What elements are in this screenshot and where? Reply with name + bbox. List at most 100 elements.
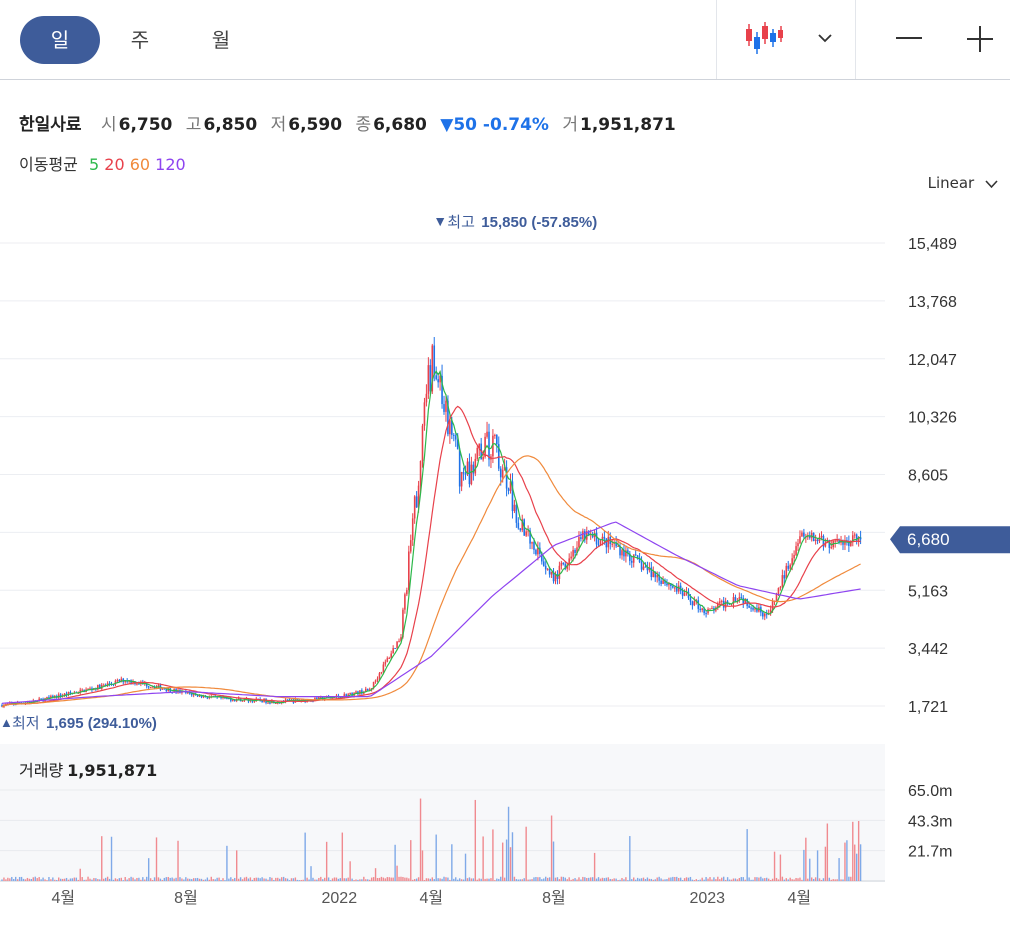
candle-body bbox=[580, 537, 582, 539]
volume-bar bbox=[644, 879, 647, 881]
candle-body bbox=[646, 567, 649, 571]
volume-bar bbox=[807, 878, 809, 881]
candle-body bbox=[650, 567, 653, 578]
volume-bar bbox=[235, 850, 238, 881]
volume-bar bbox=[578, 877, 580, 881]
ma120-label[interactable]: 120 bbox=[155, 155, 186, 174]
volume-bar bbox=[797, 878, 799, 881]
volume-bar bbox=[48, 877, 50, 881]
candle-body bbox=[703, 608, 705, 614]
candle-body bbox=[460, 472, 463, 487]
ma20-label[interactable]: 20 bbox=[104, 155, 125, 174]
candle-body bbox=[462, 472, 465, 474]
volume-bar bbox=[801, 879, 803, 881]
volume-bar bbox=[548, 877, 551, 881]
volume-bar bbox=[402, 876, 404, 881]
chevron-down-icon[interactable] bbox=[817, 29, 833, 43]
volume-bar bbox=[282, 876, 285, 881]
period-month-button[interactable]: 월 bbox=[211, 28, 231, 52]
volume-bar bbox=[591, 877, 594, 881]
volume-bar bbox=[464, 853, 467, 881]
volume-bar bbox=[50, 879, 52, 881]
y-tick-label: 10,326 bbox=[908, 410, 957, 427]
volume-bar bbox=[239, 877, 242, 881]
period-day-button[interactable]: 일 bbox=[20, 16, 100, 64]
volume-bar bbox=[13, 878, 15, 881]
candle-body bbox=[791, 558, 793, 565]
candle-body bbox=[593, 532, 596, 538]
volume-bar bbox=[224, 880, 226, 881]
candle-body bbox=[850, 540, 852, 546]
volume-bar bbox=[580, 879, 582, 881]
volume-bar bbox=[22, 878, 25, 881]
volume-bar bbox=[343, 878, 345, 881]
candle-body bbox=[762, 612, 764, 617]
volume-bar bbox=[169, 877, 171, 881]
chart-toolbar: 일 주 월 bbox=[0, 0, 1010, 80]
candle-body bbox=[709, 608, 711, 610]
zoom-out-icon[interactable] bbox=[893, 28, 925, 48]
volume-bar bbox=[269, 877, 271, 881]
candle-body bbox=[421, 425, 424, 462]
volume-bar bbox=[138, 877, 140, 881]
scale-select[interactable]: Linear bbox=[928, 174, 998, 193]
volume-bar bbox=[325, 841, 328, 881]
candlestick-type-icon[interactable] bbox=[744, 20, 784, 56]
volume-bar bbox=[308, 879, 310, 881]
candle-body bbox=[683, 593, 686, 596]
candle-body bbox=[554, 574, 557, 582]
candle-body bbox=[423, 402, 426, 426]
candle-body bbox=[681, 590, 684, 596]
candle-body bbox=[241, 700, 244, 702]
volume-bar bbox=[65, 877, 68, 881]
volume-bar bbox=[337, 878, 340, 881]
candle-body bbox=[652, 571, 655, 578]
volume-bar bbox=[531, 879, 533, 881]
candle-body bbox=[413, 496, 416, 519]
volume-bar bbox=[277, 877, 279, 881]
volume-bar bbox=[390, 877, 392, 881]
volume-bar bbox=[785, 878, 787, 881]
volume-bar bbox=[613, 878, 615, 881]
volume-bar bbox=[771, 878, 774, 881]
y-tick-label: 13,768 bbox=[908, 294, 957, 311]
volume-bar bbox=[372, 877, 375, 881]
volume-bar bbox=[419, 798, 422, 881]
volume-bar bbox=[245, 876, 248, 881]
volume-bar bbox=[257, 877, 259, 881]
open-label: 시 bbox=[100, 115, 117, 135]
x-tick-label: 4월 bbox=[419, 889, 443, 907]
volume-bar bbox=[552, 841, 555, 881]
candle-body bbox=[810, 532, 813, 538]
volume-bar bbox=[783, 879, 786, 881]
candle-body bbox=[431, 345, 434, 392]
volume-bar bbox=[570, 879, 572, 881]
volume-bar bbox=[333, 877, 336, 881]
volume-bar bbox=[754, 877, 756, 881]
volume-bar bbox=[582, 876, 584, 881]
volume-tick-label: 65.0m bbox=[908, 783, 952, 800]
volume-bar bbox=[198, 878, 201, 881]
volume-bar bbox=[112, 879, 115, 881]
volume-bar bbox=[363, 876, 365, 881]
candle-body bbox=[147, 686, 150, 688]
ma5-label[interactable]: 5 bbox=[88, 155, 100, 174]
volume-bar bbox=[482, 836, 484, 881]
volume-bar bbox=[543, 878, 545, 881]
candle-body bbox=[218, 696, 220, 698]
volume-bar bbox=[662, 879, 664, 881]
volume-bar bbox=[423, 880, 426, 881]
candle-body bbox=[275, 702, 277, 704]
volume-bar bbox=[490, 878, 492, 881]
candle-body bbox=[601, 536, 604, 540]
volume-bar bbox=[693, 880, 696, 881]
ma60-label[interactable]: 60 bbox=[129, 155, 151, 174]
candle-body bbox=[699, 608, 702, 611]
candle-body bbox=[406, 590, 408, 595]
candle-body bbox=[836, 540, 838, 542]
zoom-in-icon[interactable] bbox=[965, 24, 995, 54]
volume-bar bbox=[1, 879, 3, 881]
volume-bar bbox=[114, 878, 117, 881]
period-week-button[interactable]: 주 bbox=[130, 28, 150, 52]
